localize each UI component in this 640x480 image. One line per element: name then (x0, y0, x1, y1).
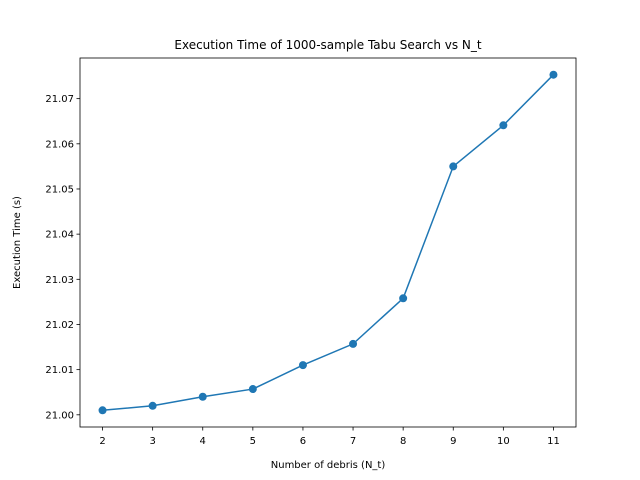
y-tick-label: 21.03 (45, 275, 74, 286)
data-point (499, 121, 508, 130)
data-point (399, 294, 408, 303)
x-tick-label: 10 (497, 436, 510, 447)
x-tick-label: 2 (99, 436, 105, 447)
plot-frame (79, 57, 577, 428)
chart-title: Execution Time of 1000-sample Tabu Searc… (174, 38, 481, 52)
data-point (98, 406, 107, 415)
x-ticks: 2 3 4 5 6 7 8 9 10 11 (99, 427, 560, 447)
data-point (349, 339, 358, 348)
plot-background (80, 58, 576, 427)
y-ticks: 21.00 21.01 21.02 21.03 21.04 21.05 21.06 21.07 (45, 94, 80, 421)
y-tick-label: 21.01 (45, 365, 74, 376)
y-tick-label: 21.00 (45, 410, 74, 421)
y-tick-label: 21.05 (45, 185, 74, 196)
data-point (148, 401, 157, 410)
y-tick-label: 21.06 (45, 139, 74, 150)
series-line (102, 74, 554, 412)
x-tick-label: 11 (547, 436, 560, 447)
y-axis-label: Execution Time (s) (12, 196, 23, 289)
data-point (248, 385, 257, 394)
x-tick-label: 4 (200, 436, 206, 447)
x-tick-label: 7 (350, 436, 356, 447)
series-layer (98, 70, 558, 415)
data-point (549, 70, 558, 79)
x-tick-label: 3 (149, 436, 155, 447)
x-axis-label: Number of debris (N_t) (271, 460, 386, 471)
data-point (449, 162, 458, 171)
x-tick-label: 8 (400, 436, 406, 447)
data-point (298, 361, 307, 370)
x-tick-label: 6 (300, 436, 306, 447)
y-tick-label: 21.07 (45, 94, 74, 105)
y-tick-label: 21.04 (45, 230, 74, 241)
data-point (198, 392, 207, 401)
x-tick-label: 9 (450, 436, 456, 447)
x-tick-label: 5 (250, 436, 256, 447)
y-tick-label: 21.02 (45, 320, 74, 331)
